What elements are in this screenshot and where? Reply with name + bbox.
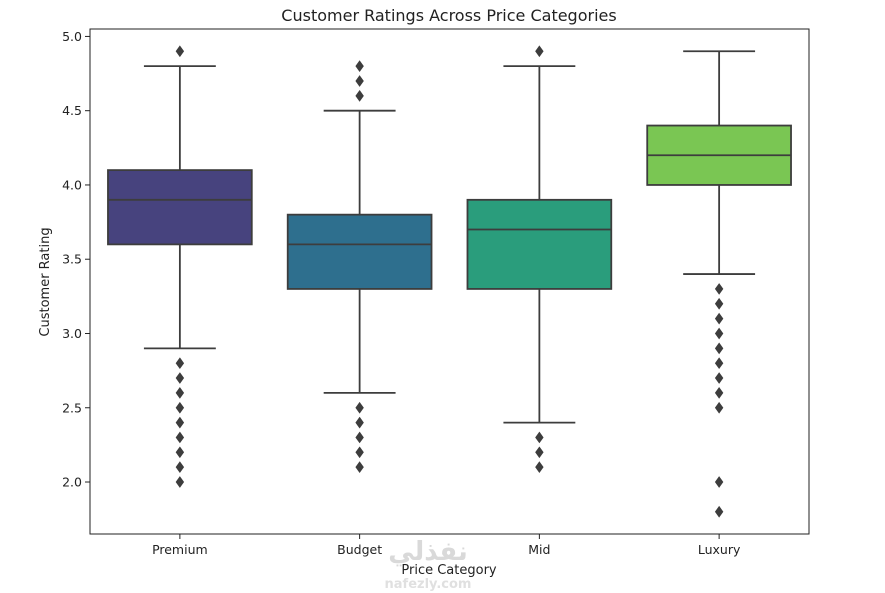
watermark: نفذلي nafezly.com	[385, 537, 472, 592]
watermark-text: نفذلي	[388, 537, 468, 567]
outlier-point	[535, 431, 544, 444]
x-tick-label: Budget	[337, 542, 382, 557]
y-tick-label: 4.5	[62, 103, 82, 118]
outlier-point	[535, 461, 544, 474]
y-tick-label: 4.0	[62, 177, 82, 192]
outlier-point	[355, 75, 364, 87]
outlier-point	[355, 60, 364, 72]
y-tick-label: 5.0	[62, 29, 82, 44]
outlier-point	[355, 431, 364, 444]
outlier-point	[175, 476, 185, 488]
outlier-point	[355, 461, 364, 474]
outlier-point	[175, 446, 185, 459]
outlier-point	[175, 387, 185, 399]
y-tick-label: 3.5	[62, 252, 82, 267]
outlier-point	[175, 401, 185, 414]
x-tick-label: Premium	[152, 542, 208, 557]
outlier-point	[175, 416, 185, 429]
outlier-point	[714, 283, 724, 295]
outlier-point	[714, 342, 724, 355]
outlier-point	[175, 357, 185, 370]
outlier-point	[714, 387, 724, 399]
box-iqr	[466, 198, 613, 290]
outlier-point	[535, 45, 544, 58]
box-iqr	[107, 169, 253, 246]
outlier-point	[355, 401, 364, 414]
outlier-point	[714, 312, 724, 325]
outlier-point	[175, 431, 185, 444]
outlier-point	[714, 401, 724, 414]
outlier-point	[175, 372, 185, 384]
y-tick-label: 3.0	[62, 326, 82, 341]
outlier-point	[714, 372, 724, 384]
y-tick-label: 2.5	[62, 400, 82, 415]
outlier-point	[714, 476, 724, 488]
y-axis-label: Customer Rating	[38, 227, 53, 336]
outlier-point	[175, 461, 185, 474]
box-iqr	[286, 213, 433, 290]
outlier-point	[175, 45, 185, 58]
outlier-point	[714, 505, 724, 518]
box-group-premium	[107, 45, 253, 488]
box-group-luxury	[646, 50, 792, 518]
x-axis-label: Price Category	[401, 563, 497, 578]
outlier-point	[355, 446, 364, 459]
plot-frame	[89, 28, 810, 535]
box-group-budget	[286, 60, 433, 474]
y-tick-label: 2.0	[62, 475, 82, 490]
x-tick-label: Luxury	[698, 542, 741, 557]
axes: 2.0 2.5 3.0 3.5 4.0 4.5 5.0 Premium Budget Mid Lux…	[62, 28, 810, 557]
outlier-point	[355, 89, 364, 102]
x-tick-label: Mid	[528, 542, 550, 557]
outlier-point	[714, 327, 724, 340]
outlier-point	[714, 357, 724, 370]
box-group-mid	[466, 45, 613, 474]
outlier-point	[535, 446, 544, 459]
plot-area	[107, 45, 792, 518]
watermark-subtext: nafezly.com	[385, 577, 472, 592]
outlier-point	[714, 297, 724, 310]
outlier-point	[355, 416, 364, 429]
chart-title: Customer Ratings Across Price Categories	[281, 6, 616, 25]
